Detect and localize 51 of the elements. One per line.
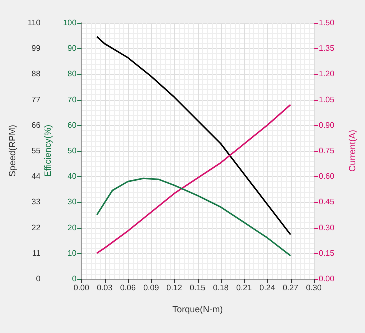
y3-tick-label: 20 [68, 223, 78, 232]
y-tick-label: 55 [32, 146, 42, 156]
x-tick-label: 0.30 [306, 284, 322, 292]
x-tick-label: 0.09 [144, 284, 160, 292]
y2-tick-label: 1.05 [319, 95, 336, 104]
line-series [96, 178, 292, 257]
y3-tick-label: 30 [68, 198, 78, 207]
line-series [96, 36, 292, 236]
y2-tick-label: 1.50 [319, 18, 336, 28]
y3-tick-label: 80 [68, 70, 78, 79]
y2-tick-label: 0.00 [319, 274, 336, 284]
y2-tick-label: 0.15 [319, 248, 336, 258]
x-axis-title: Torque(N-m) [172, 304, 224, 314]
y3-tick-label: 90 [68, 44, 78, 54]
x-tick-label: 0.18 [213, 284, 230, 292]
x-tick-label: 0.06 [120, 284, 136, 292]
y-tick-label: 110 [28, 18, 42, 28]
x-tick-label: 0.15 [190, 284, 206, 292]
x-tick-label: 0.27 [282, 284, 300, 292]
y-axis-title: Speed(RPM) [8, 124, 18, 178]
y3-tick-label: 70 [68, 95, 78, 104]
y3-axis-title: Efficiency(%) [42, 124, 53, 178]
y-tick-label: 44 [32, 172, 42, 182]
y3-tick-label: 40 [68, 172, 78, 182]
y2-axis-title: Current(A) [348, 130, 358, 172]
y-tick-label: 66 [32, 120, 42, 130]
y2-tick-label: 0.90 [319, 120, 336, 130]
y2-tick-label: 0.45 [319, 198, 336, 207]
y2-tick-label: 1.35 [319, 44, 336, 54]
x-tick-label: 0.24 [260, 284, 276, 292]
x-tick-label: 0.03 [97, 284, 114, 292]
x-tick-label: 0.12 [166, 284, 183, 292]
y-tick-label: 77 [32, 95, 42, 104]
y3-tick-label: 10 [68, 248, 78, 258]
y-tick-label: 22 [32, 223, 42, 232]
y3-tick-label: 0 [72, 274, 78, 284]
x-tick-label: 0.00 [74, 284, 90, 292]
y-tick-label: 0 [36, 274, 42, 284]
y-tick-label: 88 [32, 70, 42, 79]
y3-tick-label: 100 [63, 18, 78, 28]
y-tick-label: 11 [32, 248, 42, 258]
line-series [96, 104, 292, 254]
y2-tick-label: 0.60 [319, 172, 336, 182]
y2-tick-label: 1.20 [319, 70, 336, 79]
y2-tick-label: 0.75 [319, 146, 336, 156]
y-tick-label: 99 [32, 44, 42, 54]
y2-tick-label: 0.30 [319, 223, 336, 232]
x-tick-label: 0.21 [236, 284, 253, 292]
y3-tick-label: 50 [68, 146, 78, 156]
y-tick-label: 33 [32, 198, 42, 207]
y3-tick-label: 60 [68, 120, 78, 130]
